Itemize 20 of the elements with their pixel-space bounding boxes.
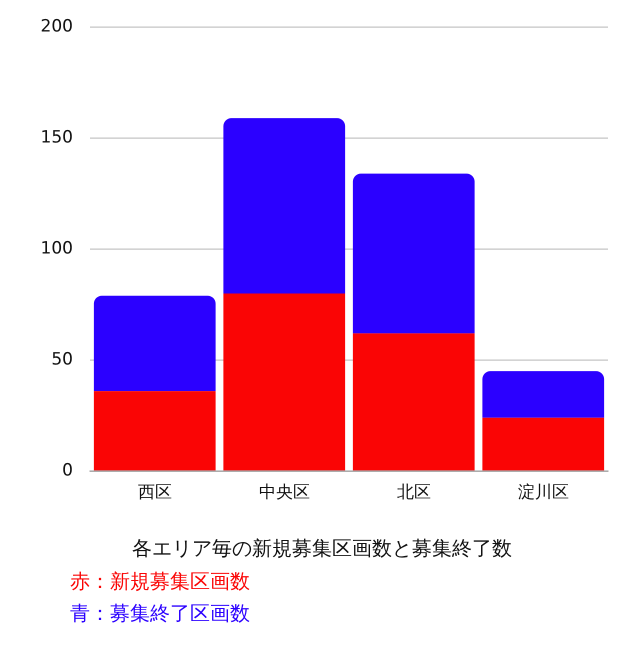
text: 各エリア毎の新規募集区画数と募集終了数 (132, 536, 512, 560)
bar (352, 174, 475, 334)
bar (482, 418, 604, 470)
y-tick-label: 50 (51, 349, 73, 370)
x-tick-label: 淀川区 (518, 482, 569, 503)
x-tick-label: 中央区 (258, 482, 310, 503)
y-tick-label: 0 (62, 460, 73, 480)
bar (94, 296, 216, 392)
bar (482, 371, 604, 418)
bar (223, 118, 346, 294)
x-tick-label: 西区 (138, 482, 172, 503)
bar (223, 293, 346, 470)
bar (352, 333, 475, 470)
y-tick-label: 150 (40, 128, 73, 148)
y-tick-label: 100 (40, 238, 73, 259)
bar (94, 391, 216, 470)
y-tick-label: 200 (40, 16, 73, 37)
text: 青：募集終了区画数 (70, 601, 250, 626)
text: 赤：新規募集区画数 (70, 569, 250, 594)
x-tick-label: 北区 (396, 482, 431, 503)
